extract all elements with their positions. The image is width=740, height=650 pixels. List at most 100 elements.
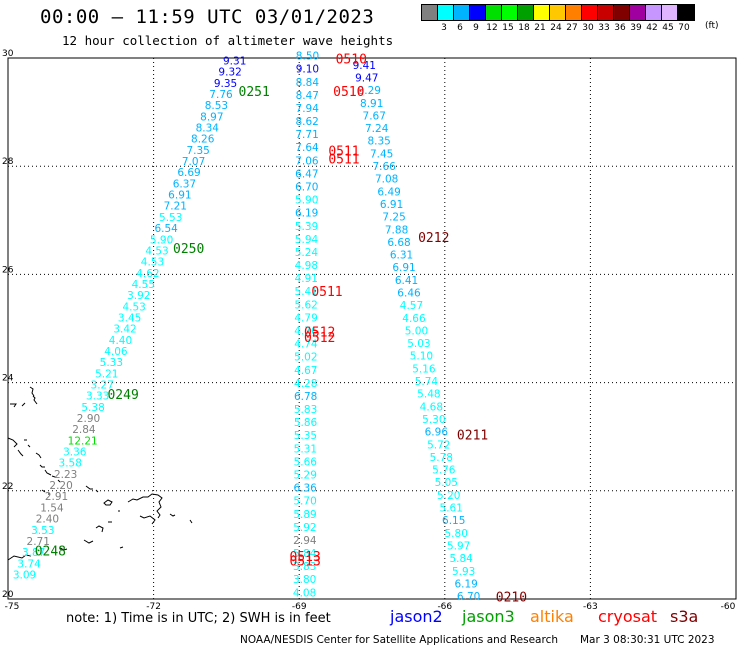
legend-swatch [646,5,662,20]
legend-tick-label: 39 [630,23,642,33]
wave-height-value: 6.49 [377,186,400,198]
pass-time-label: 0250 [173,242,204,257]
wave-height-value: 5.00 [405,325,428,337]
wave-height-value: 9.47 [355,72,378,84]
wave-height-value: 5.31 [294,443,317,455]
wave-height-value: 5.76 [432,465,456,477]
wave-height-value: 2.91 [45,491,68,503]
wave-height-value: 4.74 [294,339,318,351]
legend-tick-labels: 3 6 9 12 15 18 21 24 27 30 33 36 39 42 45 70 [421,21,695,33]
satellite-label-cryosat: cryosat [598,607,658,626]
coastlines [7,386,193,561]
wave-height-value: 3.45 [118,312,141,324]
wave-height-value: 7.66 [372,161,396,173]
legend-swatch [550,5,566,20]
wave-height-value: 5.24 [295,247,319,259]
wave-height-value: 5.21 [95,368,118,380]
legend-tick-label: 30 [582,23,594,33]
wave-height-value: 7.08 [375,174,398,186]
coastline-hispaniola [127,493,193,525]
legend-swatch [486,5,502,20]
coastline-bahamas-2 [7,437,42,459]
wave-height-value: 5.94 [295,234,319,246]
coastline-bahamas-1 [10,386,38,408]
wave-height-value: 3.83 [293,561,316,573]
legend-swatch [582,5,598,20]
legend-tick-label: 33 [598,23,610,33]
wave-height-value: 3.92 [127,290,150,302]
wave-height-value: 6.91 [380,199,403,211]
wave-height-value: 3.36 [63,447,87,459]
wave-height-value: 8.50 [296,51,319,63]
legend-swatch [534,5,550,20]
pass-time-label: 0249 [107,388,138,403]
wave-height-value: 8.29 [358,85,381,97]
wave-height-value: 8.84 [296,77,320,89]
wave-height-value: 3.33 [86,391,109,403]
wave-height-value: 5.62 [294,299,317,311]
wave-height-value: 2.94 [293,535,317,547]
wave-height-value: 5.90 [295,195,318,207]
wave-height-value: 4.53 [145,245,168,257]
wave-height-value: 6.46 [397,288,421,300]
legend-tick-label: 42 [646,23,658,33]
wave-height-value: 9.32 [218,67,241,79]
legend-tick-label: 3 [441,23,447,33]
wave-height-value: 2.71 [27,536,50,548]
wave-height-value: 5.35 [294,430,317,442]
wave-height-value: 9.41 [353,60,376,72]
wave-height-value: 6.19 [454,578,477,590]
legend-swatch [662,5,678,20]
wave-height-value: 5.20 [437,490,460,502]
wave-height-value: 5.70 [293,496,316,508]
wave-height-value: 7.67 [363,110,386,122]
wave-height-value: 7.94 [296,103,320,115]
legend-swatch [678,5,694,20]
page-subtitle: 12 hour collection of altimeter wave hei… [62,33,394,48]
wave-height-value: 7.06 [295,155,319,167]
legend-tick-label: 36 [614,23,626,33]
y-tick-label: 30 [2,49,14,59]
legend-color-bar [421,4,695,21]
pass-time-label: 0510 [333,85,364,100]
wave-height-value: 8.26 [191,134,215,146]
coastline-north-cuba [7,521,124,561]
wave-height-value: 2.23 [54,469,77,481]
wave-height-value: 5.90 [150,234,173,246]
wave-height-value: 8.97 [200,111,223,123]
legend-tick-label: 70 [678,23,690,33]
pass-time-label: 0510 [336,52,367,67]
legend-tick-label: 27 [566,23,578,33]
wave-height-value: 5.92 [293,522,316,534]
coastline-bahamas-3 [39,464,61,495]
wave-height-value: 5.03 [407,338,430,350]
wave-height-value: 4.68 [420,401,443,413]
wave-height-value: 8.34 [196,123,220,135]
pass-time-label: 0511 [328,144,359,159]
legend-tick-label: 9 [473,23,479,33]
legend-tick-label: 45 [662,23,674,33]
wave-height-value: 4.67 [294,365,317,377]
wave-height-value: 6.68 [387,237,410,249]
wave-height-value: 4.57 [400,300,423,312]
wave-height-value: 4.06 [104,346,128,358]
legend-swatch [614,5,630,20]
legend-swatch [454,5,470,20]
x-tick-label: -69 [292,602,307,612]
color-legend: 3 6 9 12 15 18 21 24 27 30 33 36 39 42 45 70 (ft) [421,4,719,33]
wave-height-value: 6.69 [177,167,200,179]
wave-height-value: 5.78 [430,452,453,464]
wave-height-value: 8.53 [205,100,228,112]
wave-height-value: 5.29 [294,469,317,481]
wave-height-value: 3.27 [91,380,114,392]
legend-tick-label: 18 [518,23,530,33]
x-tick-label: -60 [721,602,736,612]
wave-height-value: 7.25 [382,212,405,224]
legend-swatch [566,5,582,20]
pass-time-label: 0248 [35,545,66,560]
wave-height-value: 5.33 [100,357,123,369]
pass-time-label: 0210 [496,591,527,606]
satellite-label-jason3: jason3 [462,607,515,626]
wave-height-value: 5.61 [440,503,463,515]
